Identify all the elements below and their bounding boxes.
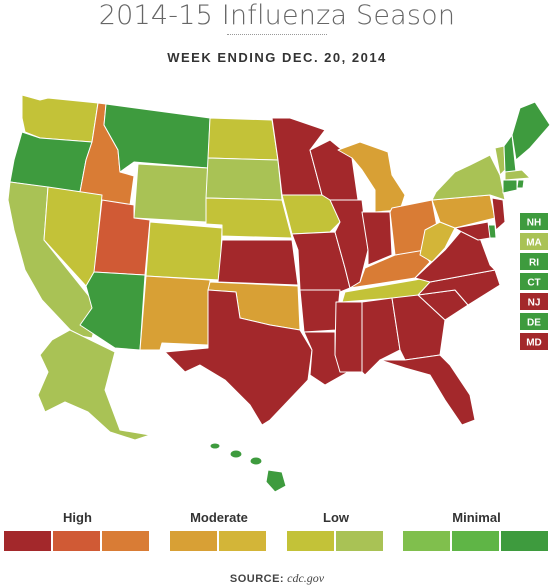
legend-swatch — [4, 531, 51, 551]
map-subtitle: WEEK ENDING DEC. 20, 2014 — [167, 50, 387, 65]
source-label: SOURCE: — [229, 573, 285, 585]
small-state-box-md[interactable] — [520, 333, 548, 350]
state-NJ[interactable] — [491, 197, 506, 231]
state-NE[interactable] — [205, 197, 293, 239]
state-CT[interactable] — [502, 179, 518, 194]
legend-group-high: High — [4, 510, 151, 551]
small-state-label-md: MD — [526, 338, 542, 349]
small-state-label-de: DE — [527, 318, 541, 329]
small-state-label-ma: MA — [526, 238, 542, 249]
small-state-box-ma[interactable] — [520, 233, 548, 250]
state-RI[interactable] — [516, 179, 525, 189]
state-MA[interactable] — [504, 169, 531, 181]
legend-swatch — [102, 531, 149, 551]
source-value: cdc.gov — [287, 571, 325, 585]
state-AK[interactable] — [37, 329, 151, 441]
small-state-box-nj[interactable] — [520, 293, 548, 310]
state-ND[interactable] — [207, 117, 279, 161]
state-AZ[interactable] — [79, 271, 146, 351]
title-divider — [227, 34, 327, 35]
state-WY[interactable] — [133, 163, 209, 223]
small-state-box-nh[interactable] — [520, 213, 548, 230]
source-note: SOURCE: cdc.gov — [0, 571, 554, 586]
legend-label: Moderate — [190, 510, 248, 525]
state-IN[interactable] — [361, 211, 393, 266]
small-state-label-nh: NH — [527, 218, 541, 229]
legend-swatch — [219, 531, 266, 551]
state-ME[interactable] — [511, 101, 551, 161]
small-state-box-ri[interactable] — [520, 253, 548, 270]
state-KS[interactable] — [217, 239, 299, 286]
state-MD[interactable] — [454, 221, 491, 241]
us-flu-map: NH MA RI CT NJ DE MD — [7, 94, 551, 493]
small-state-label-ct: CT — [527, 278, 540, 289]
state-WA[interactable] — [21, 94, 99, 143]
legend-swatch — [53, 531, 100, 551]
state-AR[interactable] — [299, 289, 341, 333]
state-HI[interactable] — [209, 442, 287, 493]
legend-group-moderate: Moderate — [170, 510, 268, 551]
state-NY[interactable] — [431, 154, 506, 201]
state-CO[interactable] — [145, 221, 223, 281]
legend-group-low: Low — [287, 510, 385, 551]
small-state-label-nj: NJ — [528, 298, 541, 309]
state-TX[interactable] — [164, 289, 313, 426]
small-state-box-de[interactable] — [520, 313, 548, 330]
legend-swatch — [501, 531, 548, 551]
map-title: 2014-15 Influenza Season — [98, 0, 456, 31]
legend-swatch — [336, 531, 383, 551]
state-SD[interactable] — [205, 157, 283, 201]
legend-swatch — [170, 531, 217, 551]
state-FL[interactable] — [379, 354, 476, 426]
state-MT[interactable] — [103, 103, 211, 173]
state-MS[interactable] — [334, 301, 363, 373]
legend-group-minimal: Minimal — [403, 510, 550, 551]
legend-label: High — [63, 510, 92, 525]
state-VA[interactable] — [414, 229, 496, 283]
legend-label: Minimal — [452, 510, 501, 525]
state-OR[interactable] — [9, 131, 93, 193]
legend-swatch — [452, 531, 499, 551]
state-NM[interactable] — [139, 275, 211, 351]
legend-swatch — [287, 531, 334, 551]
legend-swatch — [403, 531, 450, 551]
small-state-box-ct[interactable] — [520, 273, 548, 290]
legend-label: Low — [323, 510, 349, 525]
small-state-label-ri: RI — [529, 258, 539, 269]
